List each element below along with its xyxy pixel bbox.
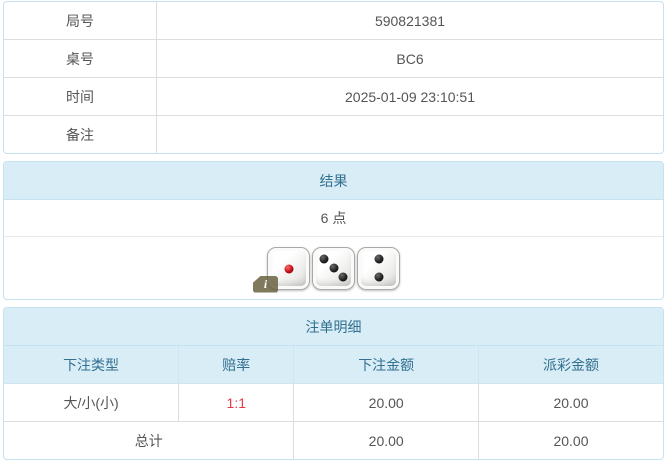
- column-header-bet-amount: 下注金额: [293, 346, 479, 384]
- die-pip: [338, 272, 348, 282]
- remark-label: 备注: [4, 116, 157, 153]
- die-icon: i: [253, 246, 310, 293]
- info-row-remark: 备注: [4, 116, 663, 153]
- table-number-value: BC6: [396, 50, 424, 67]
- table-number-label: 桌号: [4, 40, 157, 77]
- time-label: 时间: [4, 78, 157, 115]
- result-points: 6 点: [4, 200, 663, 237]
- round-number-value: 590821381: [374, 12, 446, 29]
- bet-amount-cell: 20.00: [293, 383, 479, 422]
- remark-value: [157, 116, 663, 153]
- bet-row: 大/小(小) 1:1 20.00 20.00: [4, 383, 663, 422]
- info-row-table: 桌号 BC6: [4, 40, 663, 78]
- total-payout-amount-cell: 20.00: [477, 421, 663, 459]
- info-row-round: 局号 590821381: [4, 2, 663, 40]
- bet-details-title: 注单明细: [4, 308, 663, 346]
- bet-details-panel: 注单明细 下注类型 赔率 下注金额 派彩金额 大/小(小) 1:1 20.00 …: [3, 307, 664, 460]
- die-pip: [319, 254, 329, 264]
- column-header-odds: 赔率: [178, 346, 295, 384]
- column-header-payout-amount: 派彩金额: [477, 346, 663, 384]
- dice-row: i: [4, 237, 663, 299]
- bet-type-cell: 大/小(小): [4, 383, 180, 422]
- bet-table-header-row: 下注类型 赔率 下注金额 派彩金额: [4, 346, 663, 384]
- die-pip: [284, 264, 293, 274]
- die-pip: [374, 272, 383, 282]
- odds-cell: 1:1: [178, 383, 295, 422]
- column-header-bet-type: 下注类型: [4, 346, 180, 384]
- round-number-label: 局号: [4, 2, 157, 39]
- time-value: 2025-01-09 23:10:51: [345, 88, 475, 105]
- die-icon: [357, 246, 400, 290]
- die-icon: [312, 246, 355, 290]
- result-panel-title: 结果: [4, 162, 663, 200]
- info-icon[interactable]: i: [253, 275, 278, 293]
- info-row-time: 时间 2025-01-09 23:10:51: [4, 78, 663, 116]
- game-info-panel: 局号 590821381 桌号 BC6 时间 2025-01-09 23:10:…: [3, 1, 664, 154]
- total-bet-amount-cell: 20.00: [293, 421, 479, 459]
- total-row: 总计 20.00 20.00: [4, 421, 663, 459]
- result-panel: 结果 6 点 i: [3, 161, 664, 300]
- die-pip: [329, 263, 338, 273]
- bet-details-table: 下注类型 赔率 下注金额 派彩金额 大/小(小) 1:1 20.00 20.00…: [4, 346, 663, 459]
- payout-amount-cell: 20.00: [477, 383, 663, 422]
- die-pip: [374, 254, 383, 264]
- total-label-cell: 总计: [4, 421, 295, 459]
